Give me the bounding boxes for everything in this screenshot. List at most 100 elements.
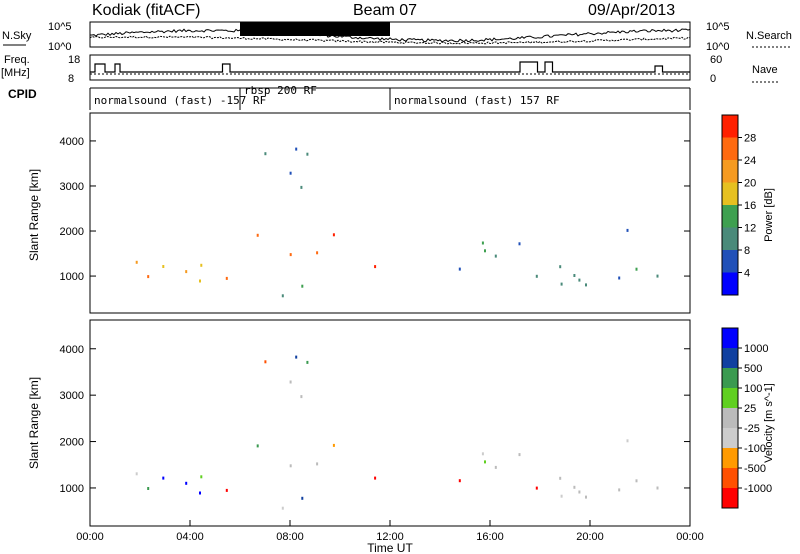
velocity-pixel xyxy=(573,485,576,489)
velocity-pixel xyxy=(618,488,621,492)
velocity-pixel xyxy=(518,453,521,457)
velocity-colorbar-tick-label: -500 xyxy=(744,463,766,475)
nsky-label: N.Sky xyxy=(2,30,32,42)
power-colorbar-swatch xyxy=(722,227,738,250)
beam-title: Beam 07 xyxy=(353,2,417,19)
velocity-colorbar-swatch xyxy=(722,348,738,368)
velocity-colorbar-swatch xyxy=(722,388,738,408)
velocity-colorbar-tick-label: 25 xyxy=(744,403,756,415)
power-pixel xyxy=(494,254,497,258)
x-tick-label: 20:00 xyxy=(576,531,604,543)
power-colorbar-tick-label: 8 xyxy=(744,245,750,257)
velocity-pixel xyxy=(289,464,292,468)
power-pixel xyxy=(573,274,576,277)
velocity-pixel xyxy=(332,443,335,447)
power-pixel xyxy=(585,283,587,287)
freq-tick-top: 18 xyxy=(68,54,80,66)
power-colorbar-tick-label: 28 xyxy=(744,133,756,145)
noise-tick-bottom-right: 10^0 xyxy=(706,41,730,53)
power-pixel xyxy=(135,260,138,264)
power-pixel xyxy=(484,249,486,253)
velocity-pixel xyxy=(494,465,497,469)
power-ylabel: Slant Range [km] xyxy=(27,169,41,261)
velocity-pixel xyxy=(626,439,629,443)
velocity-pixel xyxy=(256,444,259,448)
velocity-colorbar-swatch xyxy=(722,448,738,468)
power-pixel xyxy=(147,275,150,279)
x-tick-label: 08:00 xyxy=(276,531,304,543)
nave-tick-bottom: 0 xyxy=(710,73,716,85)
velocity-pixel xyxy=(300,395,303,399)
power-pixel xyxy=(225,276,228,280)
nsearch-label: N.Search xyxy=(746,30,792,42)
velocity-pixel xyxy=(656,486,659,490)
velocity-pixel xyxy=(185,481,188,485)
velocity-pixel xyxy=(316,462,319,466)
velocity-colorbar-tick-label: -25 xyxy=(744,423,760,435)
power-pixel xyxy=(656,274,659,278)
freq-line xyxy=(90,61,690,73)
velocity-colorbar-frame xyxy=(721,327,739,509)
noise-tick-top-right: 10^5 xyxy=(706,21,730,33)
velocity-pixel xyxy=(560,494,563,498)
nave-label: Nave xyxy=(752,64,778,76)
power-pixel xyxy=(518,242,521,246)
noise-dense-block xyxy=(240,22,390,36)
power-pixel xyxy=(199,279,201,283)
x-tick-label: 16:00 xyxy=(476,531,504,543)
noise-tick-top-left: 10^5 xyxy=(48,21,72,33)
power-colorbar-swatch xyxy=(722,205,738,228)
cpid-segment-label: normalsound (fast) 157 RF xyxy=(394,94,560,107)
power-colorbar-tick-label: 16 xyxy=(744,200,756,212)
velocity-colorbar-tick-label: 1000 xyxy=(744,343,768,355)
nsearch-line xyxy=(89,35,691,45)
power-colorbar-swatch xyxy=(722,115,738,138)
freq-label: Freq. xyxy=(4,54,30,66)
velocity-pixel xyxy=(559,476,562,480)
velocity-colorbar-tick-label: 500 xyxy=(744,363,762,375)
velocity-colorbar-swatch xyxy=(722,468,738,488)
nsky-line xyxy=(90,28,691,43)
power-colorbar-swatch xyxy=(722,182,738,205)
power-pixel xyxy=(458,267,461,271)
y-tick-label: 1000 xyxy=(60,271,84,283)
y-tick-label: 2000 xyxy=(60,437,84,449)
power-pixel xyxy=(256,233,259,237)
velocity-pixel xyxy=(635,479,638,483)
power-colorbar-tick-label: 20 xyxy=(744,178,756,190)
power-colorbar-swatch xyxy=(722,160,738,183)
velocity-colorbar-swatch xyxy=(722,328,738,348)
power-pixel xyxy=(306,152,309,156)
velocity-pixel xyxy=(458,479,461,483)
velocity-pixel xyxy=(484,460,486,464)
power-pixel xyxy=(289,171,292,175)
velocity-pixel xyxy=(585,495,587,499)
velocity-pixel xyxy=(199,491,201,495)
velocity-pixel xyxy=(281,506,284,510)
power-pixel xyxy=(374,265,377,269)
velocity-pixel xyxy=(374,476,377,480)
freq-tick-bottom: 8 xyxy=(68,73,74,85)
power-pixel xyxy=(264,152,267,156)
x-tick-label: 04:00 xyxy=(176,531,204,543)
time-axis-label: Time UT xyxy=(367,541,413,554)
velocity-colorbar-tick-label: -1000 xyxy=(744,483,772,495)
power-pixel xyxy=(535,274,538,278)
power-colorbar-swatch xyxy=(722,137,738,160)
x-tick-label: 00:00 xyxy=(676,531,704,543)
velocity-pixel xyxy=(162,476,165,480)
y-tick-label: 4000 xyxy=(60,344,84,356)
velocity-pixel xyxy=(535,486,538,490)
velocity-colorbar-swatch xyxy=(722,408,738,428)
date-title: 09/Apr/2013 xyxy=(588,2,675,19)
power-pixel xyxy=(559,265,562,269)
y-tick-label: 3000 xyxy=(60,390,84,402)
velocity-pixel xyxy=(225,488,228,492)
velocity-pixel xyxy=(147,487,150,490)
velocity-colorbar-tick-label: 100 xyxy=(744,383,762,395)
power-colorbar-swatch xyxy=(722,250,738,273)
velocity-pixel xyxy=(264,360,267,364)
noise-tick-bottom-left: 10^0 xyxy=(48,41,72,53)
x-tick-label: 12:00 xyxy=(376,531,404,543)
